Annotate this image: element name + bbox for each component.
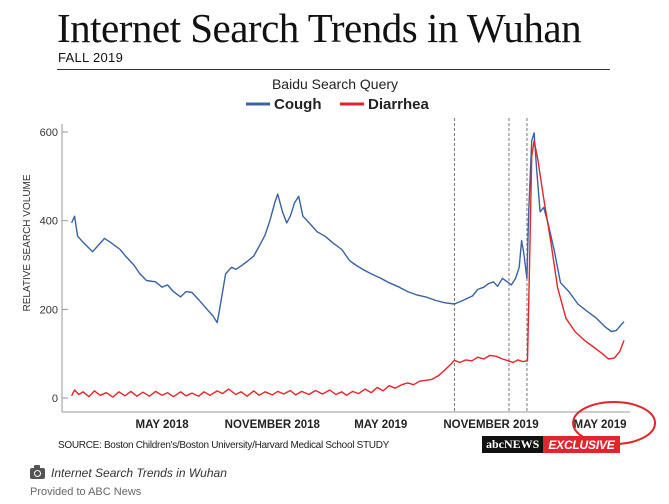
source-note: SOURCE: Boston Children's/Boston Univers… [58, 440, 389, 451]
x-tick-label: MAY 2018 [136, 419, 190, 431]
series-line-cough [70, 132, 625, 333]
y-tick-label: 400 [40, 216, 58, 228]
page-title: Internet Search Trends in Wuhan [57, 5, 582, 51]
x-tick-label: NOVEMBER 2019 [443, 419, 538, 431]
series-line-diarrhea [70, 140, 625, 398]
x-tick-label: NOVEMBER 2018 [225, 419, 321, 431]
chart-card: Internet Search Trends in Wuhan FALL 201… [22, 5, 657, 453]
y-tick-label: 0 [52, 393, 58, 405]
title-divider [57, 69, 610, 70]
y-tick-label: 600 [40, 127, 58, 139]
line-chart: Baidu Search Query Cough Diarrhea 0 200 400 60… [22, 76, 657, 445]
chart-title: Baidu Search Query [272, 76, 398, 92]
y-tick-label: 200 [40, 304, 58, 316]
page-subtitle: FALL 2019 [58, 50, 124, 65]
y-axis-label: RELATIVE SEARCH VOLUME [22, 174, 33, 311]
x-tick-label: MAY 2019 [354, 419, 407, 431]
image-caption: Internet Search Trends in Wuhan [30, 464, 227, 480]
x-tick-label: MAY 2019 [574, 419, 627, 431]
legend-label-diarrhea: Diarrhea [368, 96, 430, 113]
camera-icon [30, 464, 45, 479]
caption-text: Internet Search Trends in Wuhan [51, 466, 227, 480]
provided-by-text: Provided to ABC News [30, 486, 142, 498]
exclusive-badge: EXCLUSIVE [543, 436, 620, 453]
legend-label-cough: Cough [274, 96, 321, 113]
abc-news-logo: abcNEWS [482, 436, 544, 453]
abc-news-exclusive-logo: abcNEWS EXCLUSIVE [482, 436, 620, 453]
